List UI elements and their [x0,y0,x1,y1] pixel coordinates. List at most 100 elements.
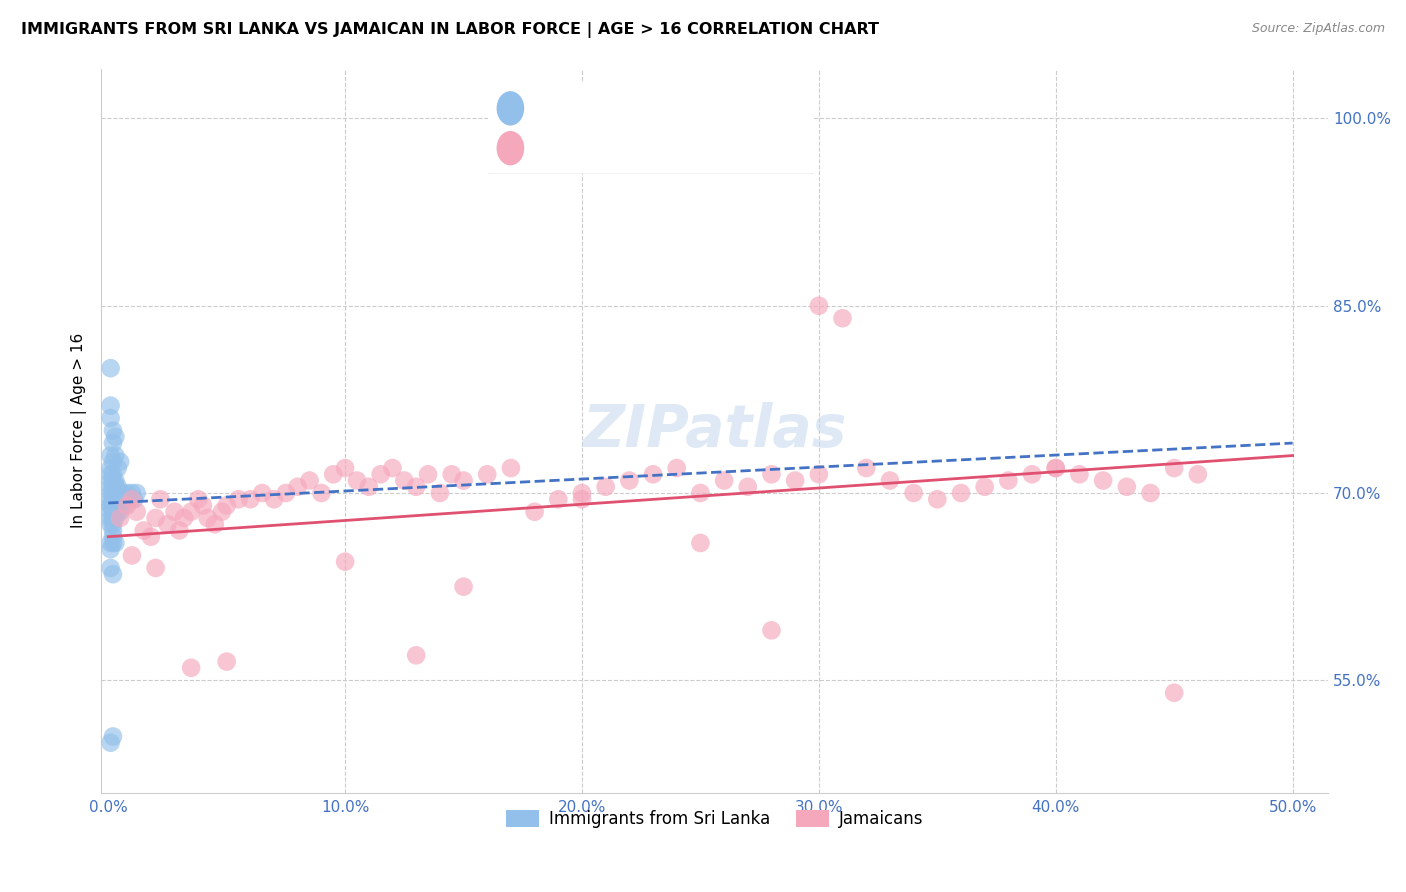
Point [107,492,129,507]
Point [855,461,877,475]
Point [1021,467,1043,482]
Point [101,455,124,469]
Point [101,501,124,516]
Point [1115,480,1137,494]
Point [101,511,124,525]
Point [228,492,250,507]
Point [100,467,122,482]
Point [250,486,273,500]
Point [831,311,853,326]
Point [1045,461,1067,475]
Point [523,505,546,519]
Point [713,474,735,488]
Point [101,524,124,538]
Point [100,736,122,750]
Point [903,486,925,500]
Point [173,511,195,525]
Point [689,486,711,500]
Point [104,492,127,507]
Point [101,486,124,500]
Point [104,486,127,500]
Point [100,449,122,463]
Point [114,499,136,513]
Point [100,511,122,525]
Point [104,430,127,444]
Point [100,474,122,488]
Point [879,474,901,488]
Point [163,505,186,519]
Point [187,492,209,507]
Legend: Immigrants from Sri Lanka, Jamaicans: Immigrants from Sri Lanka, Jamaicans [499,804,929,835]
Point [100,542,122,557]
Point [100,561,122,575]
Point [108,505,131,519]
Point [215,655,238,669]
Point [101,505,124,519]
Point [149,492,172,507]
Point [114,492,136,507]
Point [101,480,124,494]
Point [807,299,830,313]
Point [121,486,143,500]
Point [405,648,427,663]
Point [104,499,127,513]
Point [101,424,124,438]
Point [118,492,141,507]
Point [132,524,155,538]
Text: Source: ZipAtlas.com: Source: ZipAtlas.com [1251,22,1385,36]
Point [1163,461,1185,475]
Point [100,480,122,494]
Point [1045,461,1067,475]
Point [101,530,124,544]
Point [204,517,226,532]
Point [440,467,463,482]
Point [104,474,127,488]
Point [263,492,285,507]
Point [107,492,129,507]
Point [215,499,238,513]
Point [180,505,202,519]
Point [104,511,127,525]
Point [1069,467,1091,482]
Point [101,474,124,488]
Point [115,486,138,500]
Point [108,486,131,500]
Point [169,524,191,538]
Point [785,474,807,488]
Text: IMMIGRANTS FROM SRI LANKA VS JAMAICAN IN LABOR FORCE | AGE > 16 CORRELATION CHAR: IMMIGRANTS FROM SRI LANKA VS JAMAICAN IN… [21,22,879,38]
Point [311,486,333,500]
Point [1139,486,1161,500]
Point [101,499,124,513]
Point [274,486,297,500]
Point [145,561,167,575]
Point [101,467,124,482]
Point [100,536,122,550]
Point [100,492,122,507]
Point [104,536,127,550]
Point [108,492,131,507]
Point [322,467,344,482]
Point [180,661,202,675]
Point [405,480,427,494]
Point [239,492,262,507]
Point [145,511,167,525]
Point [100,517,122,532]
Point [107,480,129,494]
Point [346,474,368,488]
Point [665,461,688,475]
Point [807,467,830,482]
Point [191,499,214,513]
Point [287,480,309,494]
Point [477,467,499,482]
Point [619,474,641,488]
Point [101,730,124,744]
Point [1187,467,1209,482]
Point [124,492,146,507]
Point [927,492,949,507]
Point [689,536,711,550]
Point [101,517,124,532]
Point [429,486,451,500]
Point [973,480,995,494]
Point [100,461,122,475]
Point [104,480,127,494]
